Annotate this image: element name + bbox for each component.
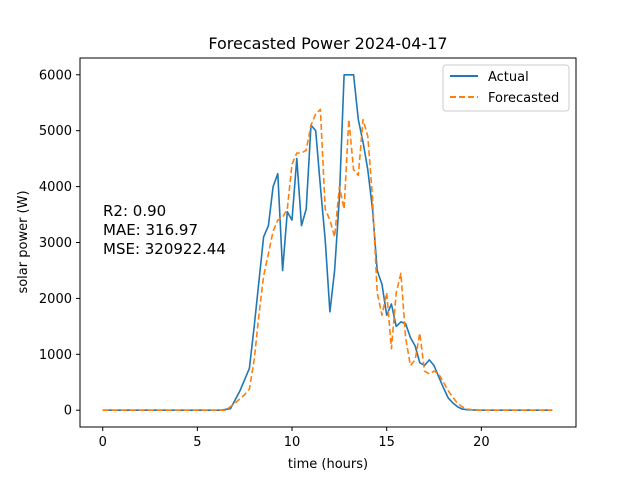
x-axis-label: time (hours)	[288, 457, 368, 472]
legend-forecasted-label: Forecasted	[488, 91, 559, 106]
legend: Actual Forecasted	[442, 64, 570, 112]
series-line-forecasted	[102, 108, 553, 412]
legend-actual-label: Actual	[488, 70, 529, 85]
x-tick-label: 20	[473, 435, 490, 450]
metrics-annotation: R2: 0.90 MAE: 316.97 MSE: 320922.44	[103, 202, 226, 258]
y-axis-label: solar power (W)	[16, 190, 31, 293]
y-tick-label: 2000	[39, 292, 72, 307]
x-tick-label: 0	[99, 435, 107, 450]
annotation-mse: MSE: 320922.44	[103, 240, 226, 258]
x-tick-label: 5	[193, 435, 201, 450]
y-tick-label: 4000	[39, 180, 72, 195]
x-axis: 0 5 10 15 20	[99, 427, 490, 450]
annotation-r2: R2: 0.90	[103, 202, 166, 220]
y-tick-label: 6000	[39, 68, 72, 83]
y-axis: 0 1000 2000 3000 4000 5000 6000	[39, 68, 80, 419]
y-tick-label: 5000	[39, 124, 72, 139]
x-tick-label: 10	[284, 435, 301, 450]
annotation-mae: MAE: 316.97	[103, 221, 198, 239]
y-tick-label: 1000	[39, 348, 72, 363]
chart-title: Forecasted Power 2024-04-17	[208, 34, 447, 53]
series-line-actual	[102, 74, 553, 412]
y-tick-label: 3000	[39, 236, 72, 251]
plot-lines	[102, 74, 553, 412]
x-tick-label: 15	[378, 435, 395, 450]
y-tick-label: 0	[64, 404, 72, 419]
